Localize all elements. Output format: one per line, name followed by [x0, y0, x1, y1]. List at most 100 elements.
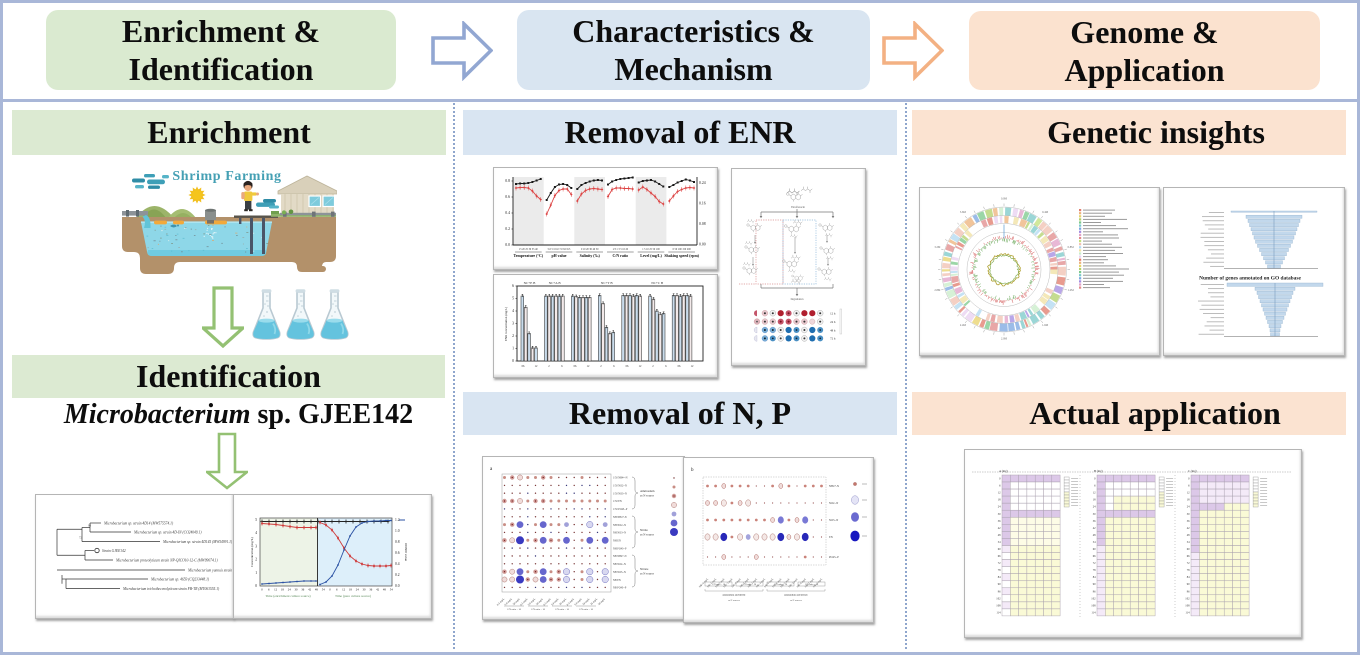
svg-text:0.16: 0.16: [699, 202, 706, 206]
svg-text:NB+1 mg/L: NB+1 mg/L: [739, 577, 750, 588]
svg-text:C (mg): C (mg): [1188, 469, 1197, 473]
svg-text:15 20 25 30 35 40: 15 20 25 30 35 40: [519, 248, 539, 251]
svg-text:B (mg): B (mg): [1094, 469, 1103, 473]
svg-text:4: 4: [512, 309, 514, 313]
svg-text:0.4: 0.4: [505, 211, 510, 215]
svg-text:NB PO43--P: NB PO43--P: [613, 587, 627, 590]
svg-text:NB+2 mg/L: NB+2 mg/L: [747, 577, 758, 588]
svg-text:1/3 1 3 5 10 20: 1/3 1 3 5 10 20: [612, 248, 628, 251]
svg-text:24 h: 24 h: [830, 320, 836, 324]
svg-text:114: 114: [996, 611, 1001, 614]
svg-text:1/50 EN: 1/50 EN: [613, 500, 622, 503]
svg-text:Concentration (mg/L): Concentration (mg/L): [250, 537, 254, 567]
svg-text:72: 72: [1187, 562, 1190, 565]
svg-text:42: 42: [1093, 527, 1096, 530]
svg-text:102: 102: [996, 597, 1001, 600]
svg-text:54: 54: [390, 588, 394, 592]
svg-text:54: 54: [998, 541, 1001, 544]
svg-text:96: 96: [998, 590, 1001, 593]
svg-text:72: 72: [1093, 562, 1096, 565]
svg-text:18: 18: [281, 588, 285, 592]
svg-text:0: 0: [329, 588, 331, 592]
svg-text:NH4+-N: NH4+-N: [829, 485, 839, 488]
svg-text:108: 108: [1091, 604, 1096, 607]
svg-text:60: 60: [1187, 548, 1190, 551]
svg-text:Microbacterium trichothecenoly: Microbacterium trichothecenolyticum stra…: [122, 587, 220, 591]
svg-text:NH PO43--P: NH PO43--P: [613, 547, 627, 550]
svg-text:C/N ratio = 10: C/N ratio = 10: [579, 608, 594, 611]
svg-text:18: 18: [1187, 499, 1190, 502]
svg-text:NC+E B: NC+E B: [524, 281, 537, 285]
svg-text:C/N ratio = 20: C/N ratio = 20: [805, 584, 819, 586]
svg-text:5.0 mg/L: 5.0 mg/L: [551, 597, 560, 606]
svg-text:24: 24: [1187, 506, 1190, 509]
svg-text:0.8M: 0.8M: [1068, 246, 1074, 249]
svg-text:NB+2 mg/L: NB+2 mg/L: [715, 577, 726, 588]
svg-text:EN: EN: [829, 536, 833, 539]
svg-text:2: 2: [600, 365, 602, 368]
svg-text:h: h: [613, 365, 615, 368]
svg-text:3.2M: 3.2M: [934, 246, 940, 249]
svg-text:0.0: 0.0: [395, 584, 400, 588]
svg-text:12: 12: [535, 365, 538, 368]
svg-text:66: 66: [1093, 555, 1096, 558]
svg-text:1.2: 1.2: [395, 518, 400, 522]
svg-text:0 50 100 150 200: 0 50 100 150 200: [673, 248, 692, 251]
svg-text:50 mg/L: 50 mg/L: [598, 597, 607, 606]
svg-text:18: 18: [998, 499, 1001, 502]
svg-text:Microbacterium sp. strain 4D-I: Microbacterium sp. strain 4D-IN (CO24049…: [133, 530, 202, 534]
svg-text:72 h: 72 h: [830, 337, 836, 341]
svg-text:Number of genes annotated on G: Number of genes annotated on GO database: [1199, 276, 1301, 282]
svg-text:Microbacterium sp. strain 4D14: Microbacterium sp. strain 4D145 (MW54991…: [162, 540, 232, 544]
svg-text:50 mg/L: 50 mg/L: [512, 597, 521, 606]
svg-text:6: 6: [999, 485, 1001, 488]
svg-text:C/N ratio = 10: C/N ratio = 10: [712, 584, 726, 586]
svg-text:0.0: 0.0: [505, 243, 510, 247]
svg-text:NB+1 mg/L: NB+1 mg/L: [804, 577, 815, 588]
svg-text:30: 30: [1187, 513, 1190, 516]
svg-text:0h: 0h: [626, 365, 629, 368]
svg-text:84: 84: [1187, 576, 1190, 579]
svg-text:Microbacterium proteolyticum s: Microbacterium proteolyticum strain NP-Q…: [115, 558, 218, 562]
svg-text:NB+3 mg/L: NB+3 mg/L: [788, 577, 799, 588]
svg-text:48: 48: [998, 534, 1001, 537]
svg-text:90: 90: [1187, 583, 1190, 586]
svg-text:90: 90: [998, 583, 1001, 586]
svg-text:12: 12: [587, 365, 590, 368]
svg-text:12: 12: [639, 365, 642, 368]
svg-text:60: 60: [1093, 548, 1096, 551]
svg-text:12 h: 12 h: [830, 312, 836, 316]
svg-text:30: 30: [998, 513, 1001, 516]
svg-text:NB+0 mg/L: NB+0 mg/L: [764, 577, 775, 588]
svg-text:1: 1: [512, 347, 514, 351]
svg-text:2: 2: [652, 365, 654, 368]
svg-text:NH NO2--N: NH NO2--N: [613, 524, 626, 527]
svg-text:Level (mg/L): Level (mg/L): [640, 254, 662, 258]
svg-text:ENR concentration (mg/L): ENR concentration (mg/L): [504, 307, 508, 341]
svg-text:66: 66: [998, 555, 1001, 558]
svg-text:0.00: 0.00: [699, 243, 706, 247]
svg-text:6: 6: [512, 284, 514, 288]
svg-text:108: 108: [1185, 604, 1190, 607]
svg-text:1.2M: 1.2M: [1068, 289, 1074, 292]
svg-text:as N source: as N source: [640, 494, 655, 498]
svg-text:78: 78: [1187, 569, 1190, 572]
svg-text:0.6: 0.6: [395, 551, 400, 555]
svg-text:0: 0: [261, 588, 263, 592]
svg-text:NO3--N: NO3--N: [829, 519, 838, 522]
svg-text:36: 36: [301, 588, 305, 592]
svg-text:48 h: 48 h: [830, 328, 836, 332]
svg-text:Nitrite: Nitrite: [640, 528, 648, 532]
svg-text:6: 6: [1188, 485, 1190, 488]
svg-text:Temperature (°C): Temperature (°C): [514, 254, 544, 258]
svg-text:NB+1 mg/L: NB+1 mg/L: [707, 577, 718, 588]
svg-text:2: 2: [255, 558, 257, 562]
svg-text:OD600 value: OD600 value: [404, 543, 408, 562]
svg-text:36: 36: [998, 520, 1001, 523]
svg-text:Nitrate: Nitrate: [640, 567, 649, 571]
svg-text:24: 24: [1093, 506, 1096, 509]
svg-text:1/50 PO43--P: 1/50 PO43--P: [613, 508, 628, 511]
svg-text:NB EN: NB EN: [613, 579, 621, 582]
svg-text:C/N ratio: C/N ratio: [612, 254, 628, 258]
svg-text:h: h: [665, 365, 667, 368]
